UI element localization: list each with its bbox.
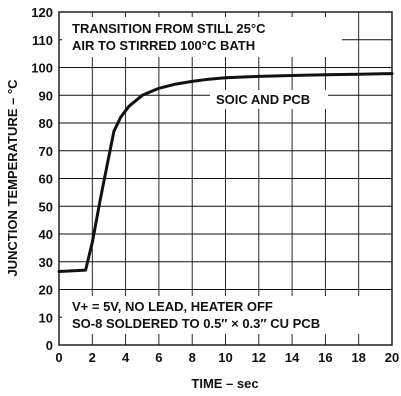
y-tick-label: 110 xyxy=(32,33,53,48)
series-lines xyxy=(57,72,394,273)
y-tick-label: 20 xyxy=(39,283,53,298)
series-label: SOIC AND PCB xyxy=(216,92,310,107)
tick-labels: 0 2 4 6 8 10 12 14 16 18 20 0 10 20 30 40 50 60 70 80 90 100 1… xyxy=(31,5,399,365)
y-axis-title: JUNCTION TEMPERATURE – °C xyxy=(5,79,20,277)
plot-frame xyxy=(58,11,393,346)
x-tick-label: 20 xyxy=(385,350,399,365)
y-tick-label: 70 xyxy=(39,144,53,159)
grid xyxy=(58,11,393,346)
y-tick-label: 10 xyxy=(39,310,53,325)
x-tick-label: 14 xyxy=(285,350,300,365)
x-tick-label: 8 xyxy=(189,350,196,365)
bottom-annotation-line1: V+ = 5V, NO LEAD, HEATER OFF xyxy=(72,299,273,314)
x-tick-label: 12 xyxy=(252,350,266,365)
series-line xyxy=(57,72,394,273)
y-tick-label: 60 xyxy=(39,172,53,187)
annotations: TRANSITION FROM STILL 25°C AIR TO STIRRE… xyxy=(62,17,392,334)
x-tick-label: 10 xyxy=(218,350,232,365)
x-tick-label: 16 xyxy=(318,350,332,365)
y-tick-label: 120 xyxy=(31,5,53,20)
y-tick-label: 30 xyxy=(39,255,53,270)
y-tick-label: 40 xyxy=(39,227,53,242)
top-annotation-line1: TRANSITION FROM STILL 25°C xyxy=(72,21,266,36)
x-axis-title: TIME – sec xyxy=(191,376,258,391)
x-tick-label: 4 xyxy=(122,350,130,365)
bottom-annotation-box xyxy=(62,296,392,334)
y-tick-label: 80 xyxy=(39,116,53,131)
x-tick-label: 6 xyxy=(155,350,162,365)
top-annotation-box xyxy=(62,17,342,57)
y-tick-label: 100 xyxy=(31,61,53,76)
y-tick-label: 0 xyxy=(46,338,53,353)
y-tick-label: 90 xyxy=(39,88,53,103)
x-tick-label: 2 xyxy=(89,350,96,365)
bottom-annotation-line2: SO-8 SOLDERED TO 0.5″ × 0.3″ CU PCB xyxy=(72,316,320,331)
series-label-box xyxy=(210,90,328,109)
y-tick-label: 50 xyxy=(39,199,53,214)
top-annotation-line2: AIR TO STIRRED 100°C BATH xyxy=(72,38,255,53)
x-tick-label: 18 xyxy=(351,350,365,365)
x-tick-label: 0 xyxy=(55,350,62,365)
